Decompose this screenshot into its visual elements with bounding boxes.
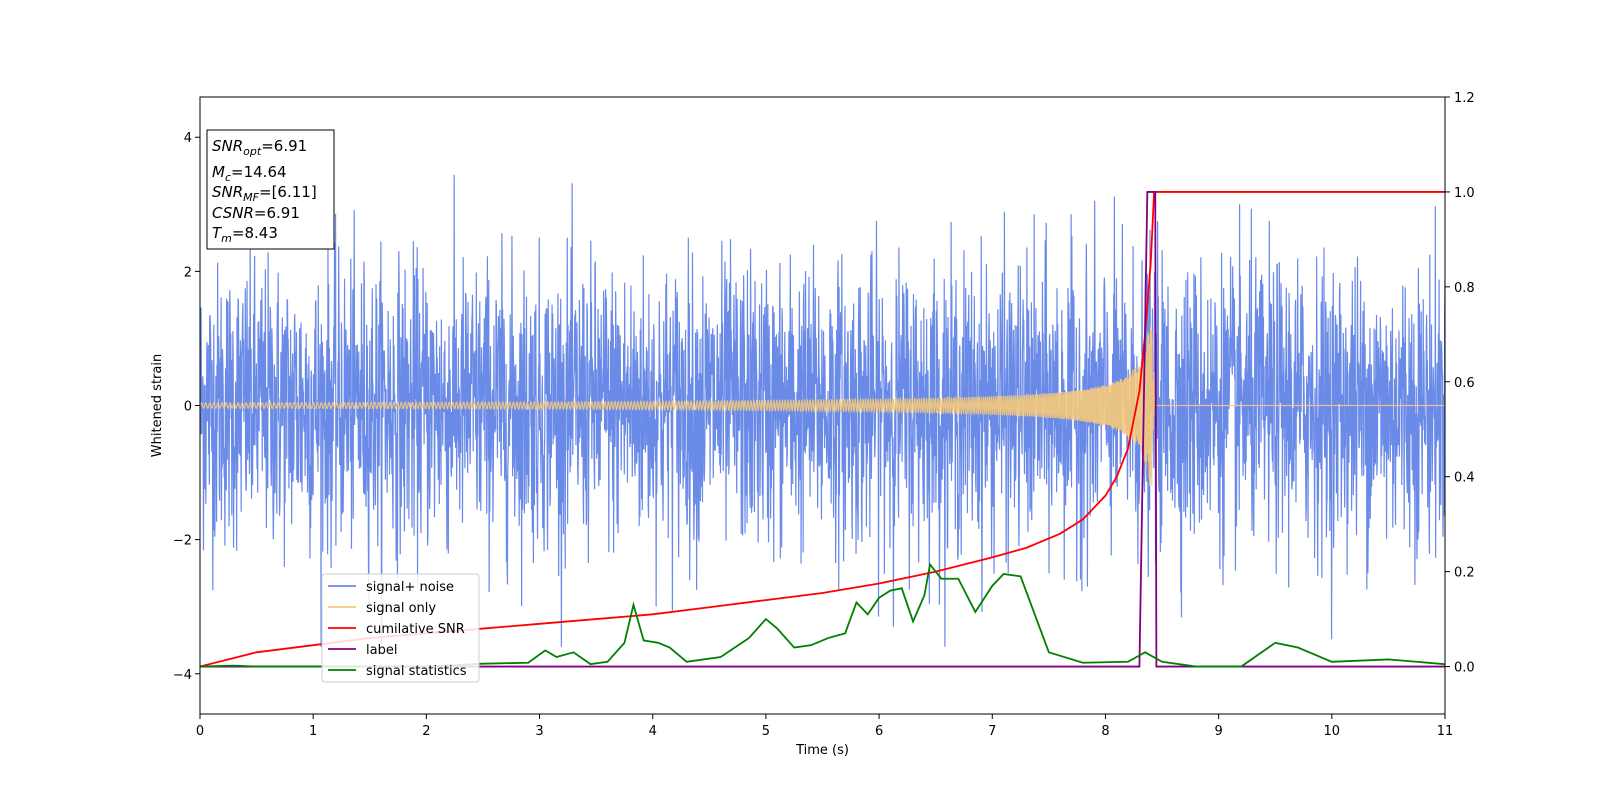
x-tick-label: 8 — [1101, 724, 1109, 739]
y2-tick-label: 0.2 — [1454, 566, 1475, 581]
y-tick-label: 4 — [184, 131, 192, 146]
x-tick-label: 9 — [1214, 724, 1222, 739]
legend-entry: signal statistics — [366, 664, 467, 679]
x-tick-label: 11 — [1437, 724, 1454, 739]
legend-entry: label — [366, 643, 397, 658]
x-tick-label: 7 — [988, 724, 996, 739]
info-box-frame — [206, 129, 335, 250]
x-tick-label: 4 — [649, 724, 657, 739]
y2-tick-label: 0.6 — [1454, 376, 1475, 391]
series-signal-statistics-line — [200, 562, 1445, 668]
series-signal-only-line — [200, 326, 1445, 486]
axes: 0 1 2 3 4 5 6 7 8 9 10 11 −4 −2 0 2 4 0.0 0.2 0.4 0.6 0.8 1.0 1… — [150, 91, 1475, 758]
info-box-line: CSNR=6.91 — [212, 204, 300, 222]
info-box-line: Tm=8.43 — [212, 224, 278, 245]
x-tick-label: 10 — [1324, 724, 1341, 739]
x-tick-label: 3 — [535, 724, 543, 739]
y-tick-label: 2 — [184, 265, 192, 280]
legend-frame — [321, 573, 480, 683]
x-tick-label: 5 — [762, 724, 770, 739]
y-tick-label: 0 — [184, 400, 192, 415]
y-tick-label: −4 — [173, 668, 192, 683]
y-tick-label: −2 — [173, 534, 192, 549]
x-tick-label: 6 — [875, 724, 883, 739]
legend-entry: signal only — [366, 601, 436, 616]
legend-entry: signal+ noise — [366, 580, 454, 595]
info-box: SNRopt=6.91 Mc=14.64SNRMF=[6.11]CSNR=6.91… — [206, 129, 335, 250]
y2-tick-label: 0.4 — [1454, 471, 1475, 486]
info-box-line: Mc=14.64 — [212, 163, 287, 184]
legend: signal+ noise signal only cumilative SNR la… — [321, 573, 480, 683]
y2-tick-label: 0.8 — [1454, 281, 1475, 296]
x-axis-label: Time (s) — [795, 743, 849, 758]
x-tick-label: 2 — [422, 724, 430, 739]
y2-tick-label: 0.0 — [1454, 661, 1475, 676]
y2-tick-label: 1.0 — [1454, 186, 1475, 201]
info-box-line: SNRMF=[6.11] — [212, 183, 317, 204]
series-signal-noise-line — [200, 174, 1445, 647]
y2-tick-label: 1.2 — [1454, 91, 1475, 106]
x-tick-label: 1 — [309, 724, 317, 739]
y-axis-label: Whitened strain — [150, 354, 165, 457]
legend-entry: cumilative SNR — [366, 622, 465, 637]
x-tick-label: 0 — [196, 724, 204, 739]
info-box-line: SNRopt=6.91 — [212, 137, 307, 158]
